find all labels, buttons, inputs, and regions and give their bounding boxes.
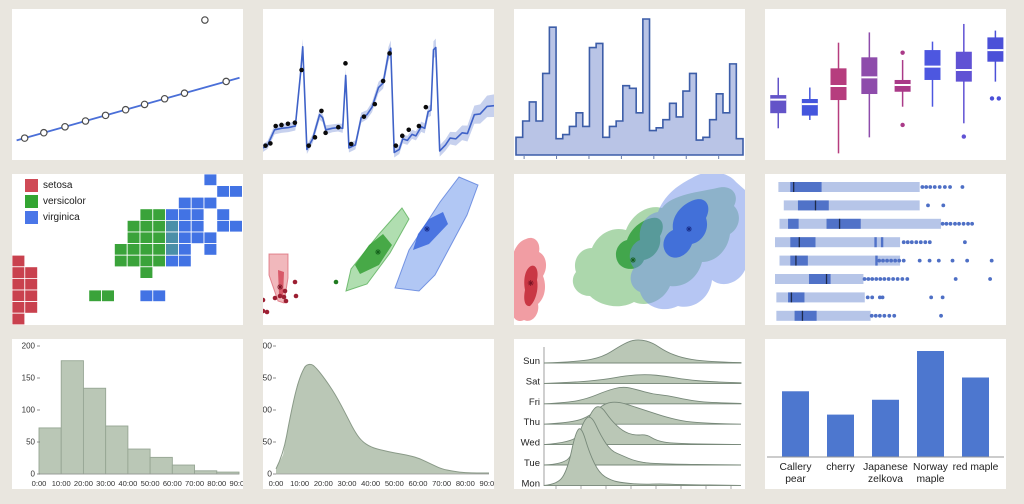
panel-ridgeline-thumbnail[interactable]: Sun Sat Fri Thu Wed Tue Mon <box>514 339 745 489</box>
panel-binned-scatter-thumbnail[interactable]: setosa versicolor virginica <box>12 174 243 325</box>
boxplots-chart <box>770 23 1004 154</box>
legend-item-virginica: virginica <box>25 211 86 224</box>
svg-text:90:00: 90:00 <box>229 479 243 488</box>
svg-text:30:00: 30:00 <box>96 479 115 488</box>
svg-text:60:00: 60:00 <box>163 479 182 488</box>
panel-bar-chart-thumbnail[interactable]: Callery pear cherry Japanese zelkova Norway ma… <box>765 339 1006 489</box>
svg-text:200: 200 <box>263 341 272 351</box>
svg-text:100: 100 <box>22 406 36 415</box>
virginica-label: virginica <box>43 211 80 223</box>
ridgeline-chart: Sun Sat Fri Thu Wed Tue Mon <box>521 339 742 489</box>
svg-text:red maple: red maple <box>953 462 999 473</box>
panel-line-band-thumbnail[interactable] <box>263 9 494 160</box>
svg-text:150: 150 <box>22 374 36 383</box>
svg-text:cherry: cherry <box>826 462 855 473</box>
svg-text:10:00: 10:00 <box>290 479 309 488</box>
density-area-chart: 0 50 100 150 200 0:00 10:00 20:00 30:00 40:00 50:0… <box>263 341 494 488</box>
svg-text:60:00: 60:00 <box>408 479 427 488</box>
hbars-dots-chart <box>775 182 994 321</box>
svg-text:maple: maple <box>916 474 944 485</box>
panel-histogram-thumbnail[interactable]: 0 50 100 150 200 0:00 10:00 20:00 30:00 40:00 50:0… <box>12 339 243 489</box>
panel-hbars-dots-thumbnail[interactable] <box>765 174 1006 325</box>
svg-text:0:00: 0:00 <box>32 479 47 488</box>
density-contours-chart <box>514 174 745 321</box>
svg-text:Thu: Thu <box>524 417 540 428</box>
svg-text:20:00: 20:00 <box>314 479 333 488</box>
svg-text:50:00: 50:00 <box>385 479 404 488</box>
svg-text:Japanese: Japanese <box>863 462 908 473</box>
panel-density-area-thumbnail[interactable]: 0 50 100 150 200 0:00 10:00 20:00 30:00 40:00 50:0… <box>263 339 494 489</box>
scatter-regression-chart <box>16 16 240 142</box>
panel-hull-contours-thumbnail[interactable] <box>263 174 494 325</box>
svg-text:pear: pear <box>785 474 806 485</box>
legend-item-setosa: setosa <box>25 179 86 192</box>
svg-text:80:00: 80:00 <box>207 479 226 488</box>
svg-text:70:00: 70:00 <box>185 479 204 488</box>
svg-text:50: 50 <box>26 438 35 447</box>
svg-text:0: 0 <box>267 469 272 479</box>
svg-text:0: 0 <box>31 470 36 479</box>
svg-text:Norway: Norway <box>913 462 949 473</box>
step-area-chart <box>515 18 744 159</box>
setosa-label: setosa <box>43 179 73 191</box>
panel-step-area-thumbnail[interactable] <box>514 9 745 160</box>
hull-contours-chart <box>263 176 479 315</box>
virginica-swatch <box>25 211 38 224</box>
svg-text:100: 100 <box>263 405 272 415</box>
iris-legend: setosa versicolor virginica <box>25 179 86 224</box>
legend-item-versicolor: versicolor <box>25 195 86 208</box>
setosa-swatch <box>25 179 38 192</box>
svg-text:90:00: 90:00 <box>479 479 494 488</box>
versicolor-swatch <box>25 195 38 208</box>
binned-scatter-chart <box>12 174 243 325</box>
svg-text:20:00: 20:00 <box>74 479 93 488</box>
svg-text:30:00: 30:00 <box>337 479 356 488</box>
svg-text:0:00: 0:00 <box>269 479 284 488</box>
svg-text:Tue: Tue <box>524 458 540 469</box>
panel-boxplots-thumbnail[interactable] <box>765 9 1006 160</box>
histogram-chart: 0 50 100 150 200 0:00 10:00 20:00 30:00 40:00 50:0… <box>22 342 243 488</box>
panel-scatter-regression-thumbnail[interactable] <box>12 9 243 160</box>
svg-text:Sun: Sun <box>523 356 540 367</box>
svg-text:Fri: Fri <box>529 397 540 408</box>
svg-text:Sat: Sat <box>526 376 541 387</box>
svg-text:150: 150 <box>263 373 272 383</box>
versicolor-label: versicolor <box>43 195 86 207</box>
line-band-chart <box>263 38 494 158</box>
svg-text:Callery: Callery <box>779 462 812 473</box>
panel-density-contours-thumbnail[interactable] <box>514 174 745 325</box>
svg-text:200: 200 <box>22 342 36 351</box>
svg-text:40:00: 40:00 <box>361 479 380 488</box>
svg-text:10:00: 10:00 <box>52 479 71 488</box>
svg-text:70:00: 70:00 <box>432 479 451 488</box>
svg-text:50:00: 50:00 <box>141 479 160 488</box>
svg-text:Mon: Mon <box>522 478 540 489</box>
svg-text:40:00: 40:00 <box>118 479 137 488</box>
svg-text:Wed: Wed <box>521 438 540 449</box>
svg-text:80:00: 80:00 <box>456 479 475 488</box>
svg-text:50: 50 <box>263 437 272 447</box>
svg-text:zelkova: zelkova <box>868 474 903 485</box>
